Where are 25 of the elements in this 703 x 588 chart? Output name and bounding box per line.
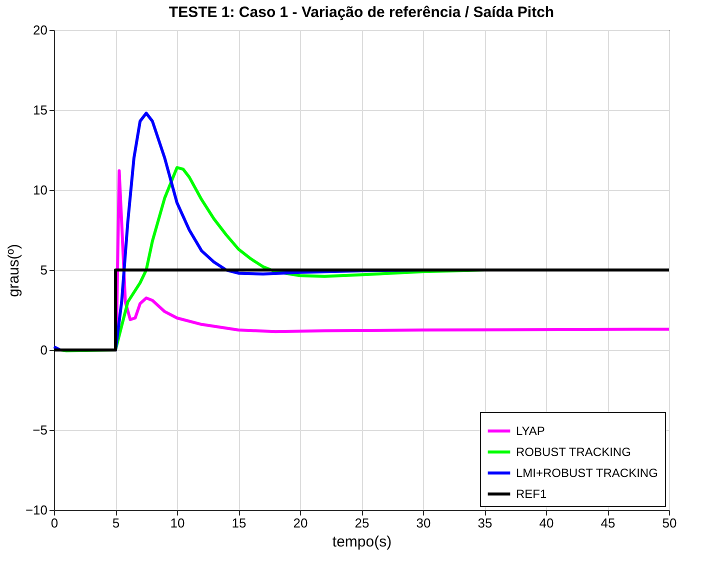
x-tick-label: 50 bbox=[662, 516, 677, 530]
x-tick-label: 10 bbox=[170, 516, 185, 530]
y-tick-label: −10 bbox=[25, 502, 48, 518]
x-tick-label: 5 bbox=[112, 516, 120, 530]
y-tick-label: 15 bbox=[33, 102, 48, 118]
y-tick-label: 20 bbox=[33, 22, 48, 38]
y-tick-label: −5 bbox=[32, 422, 48, 438]
x-tick-label: 15 bbox=[232, 516, 246, 530]
x-tick-label: 25 bbox=[354, 516, 370, 530]
y-tick-label: 10 bbox=[33, 182, 48, 198]
x-tick-label: 45 bbox=[600, 516, 616, 530]
x-tick-label: 20 bbox=[293, 516, 308, 530]
x-tick-label: 0 bbox=[50, 516, 58, 530]
chart-title: TESTE 1: Caso 1 - Variação de referência / Saída Pitch bbox=[168, 4, 554, 21]
x-axis-title: tempo(s) bbox=[332, 534, 392, 550]
legend-label: LMI+ROBUST TRACKING bbox=[516, 466, 658, 480]
y-tick-label: 0 bbox=[40, 342, 48, 358]
y-axis-title: graus(º) bbox=[5, 244, 22, 297]
legend-label: LYAP bbox=[516, 424, 545, 438]
x-tick-label: 40 bbox=[539, 516, 554, 530]
y-tick-label: 5 bbox=[40, 262, 48, 278]
x-tick-label: 30 bbox=[416, 516, 431, 530]
legend-label: ROBUST TRACKING bbox=[516, 445, 631, 459]
x-tick-label: 35 bbox=[478, 516, 492, 530]
legend-label: REF1 bbox=[516, 487, 547, 501]
